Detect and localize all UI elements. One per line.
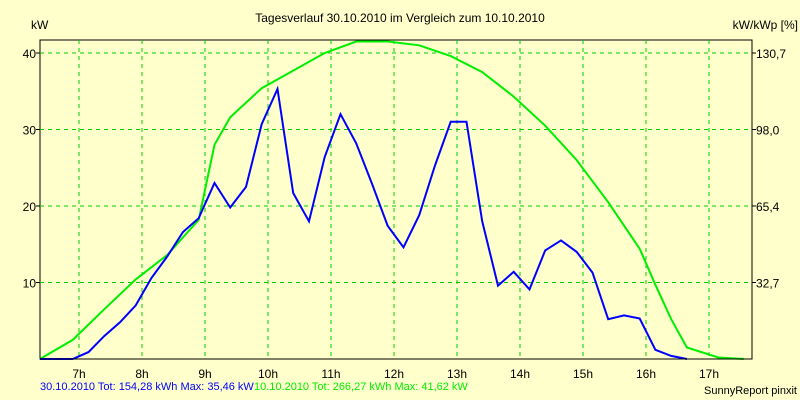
series-line-30.10.2010 [39,85,688,360]
x-tick-label: 13h [447,367,467,381]
x-tick-label: 14h [510,367,530,381]
legend-blue: 30.10.2010 Tot: 154,28 kWh Max: 35,46 kW [40,381,254,393]
x-tick-label: 15h [573,367,593,381]
x-tick-label: 11h [321,367,340,381]
y-tick-label-right: 130,7 [756,47,786,61]
y-axis-label-left: kW [31,18,49,32]
y-tick-label: 40 [23,47,37,61]
y-tick-label-right: 65,4 [756,200,780,214]
y-tick-label-right: 98,0 [756,124,780,138]
y-tick-label: 10 [23,277,37,291]
y-tick-label-right: 32,7 [756,277,780,291]
x-tick-label: 16h [636,367,656,381]
legend-green: 10.10.2010 Tot: 266,27 kWh Max: 41,62 kW [254,381,468,393]
y-tick-label: 30 [23,124,37,138]
x-tick-label: 17h [699,367,719,381]
plot-frame [39,39,753,360]
y-tick-label: 20 [23,200,37,214]
footer-credit: SunnyReport pinxit [704,385,797,397]
chart-title: Tagesverlauf 30.10.2010 im Vergleich zum… [255,11,545,25]
x-tick-label: 7h [72,367,85,381]
x-tick-label: 8h [135,367,148,381]
x-tick-label: 9h [198,367,211,381]
x-tick-label: 12h [384,367,404,381]
x-tick-label: 10h [258,367,278,381]
y-axis-label-right: kW/kWp [%] [732,18,798,32]
